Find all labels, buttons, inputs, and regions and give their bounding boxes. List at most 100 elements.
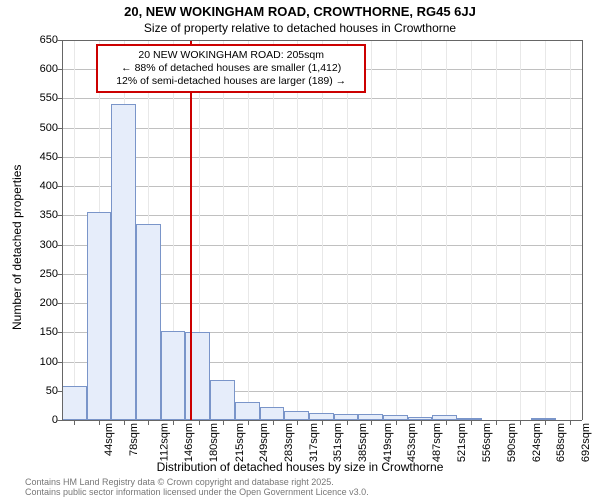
x-tick-label: 249sqm [258,423,270,462]
y-tick-label: 450 [18,151,58,163]
y-tick-mark [57,69,62,70]
x-tick-label: 351sqm [332,423,344,462]
x-gridline [347,40,348,420]
histogram-bar [161,331,186,420]
x-gridline [371,40,372,420]
x-gridline [396,40,397,420]
x-tick-mark [520,420,521,425]
y-tick-label: 300 [18,239,58,251]
x-gridline [421,40,422,420]
x-tick-mark [371,420,372,425]
y-tick-mark [57,98,62,99]
x-tick-mark [396,420,397,425]
histogram-bar [235,402,260,420]
x-tick-mark [297,420,298,425]
x-tick-label: 317sqm [308,423,320,462]
y-tick-label: 650 [18,34,58,46]
y-tick-label: 350 [18,209,58,221]
x-gridline [248,40,249,420]
y-tick-mark [57,128,62,129]
chart-container: 20, NEW WOKINGHAM ROAD, CROWTHORNE, RG45… [0,0,600,500]
y-tick-label: 150 [18,326,58,338]
x-tick-mark [322,420,323,425]
x-tick-label: 453sqm [407,423,419,462]
x-tick-mark [471,420,472,425]
footer-line-2: Contains public sector information licen… [25,487,369,497]
x-gridline [570,40,571,420]
y-tick-mark [57,157,62,158]
x-axis-top-line [62,40,582,41]
x-gridline [297,40,298,420]
x-gridline [446,40,447,420]
y-tick-mark [57,332,62,333]
x-tick-label: 385sqm [357,423,369,462]
x-tick-label: 78sqm [128,423,140,456]
y-tick-mark [57,245,62,246]
histogram-bar [185,332,210,420]
y-axis-right-line [582,40,583,420]
x-tick-label: 521sqm [456,423,468,462]
x-tick-mark [74,420,75,425]
y-tick-label: 550 [18,92,58,104]
reference-vline [190,40,192,420]
x-gridline [471,40,472,420]
chart-title-sub: Size of property relative to detached ho… [0,21,600,35]
x-tick-mark [570,420,571,425]
x-gridline [520,40,521,420]
y-tick-mark [57,303,62,304]
y-tick-mark [57,391,62,392]
histogram-bar [111,104,136,420]
y-tick-label: 500 [18,122,58,134]
y-tick-label: 200 [18,297,58,309]
x-tick-label: 419sqm [382,423,394,462]
x-tick-label: 44sqm [103,423,115,456]
x-tick-mark [148,420,149,425]
x-tick-label: 215sqm [234,423,246,462]
y-axis-line [62,40,63,420]
histogram-bar [62,386,87,420]
annotation-line-1: 20 NEW WOKINGHAM ROAD: 205sqm [104,49,358,62]
y-tick-label: 400 [18,180,58,192]
x-tick-mark [124,420,125,425]
annotation-line-2: ← 88% of detached houses are smaller (1,… [104,62,358,75]
x-tick-mark [248,420,249,425]
plot-area: 20 NEW WOKINGHAM ROAD: 205sqm← 88% of de… [62,40,582,420]
histogram-bar [260,407,285,420]
annotation-box: 20 NEW WOKINGHAM ROAD: 205sqm← 88% of de… [96,44,366,93]
y-tick-label: 50 [18,385,58,397]
x-tick-label: 146sqm [184,423,196,462]
histogram-bar [284,411,309,420]
histogram-bar [309,413,334,420]
x-tick-mark [496,420,497,425]
x-gridline [273,40,274,420]
y-tick-mark [57,274,62,275]
x-gridline [223,40,224,420]
x-tick-mark [347,420,348,425]
footer-line-1: Contains HM Land Registry data © Crown c… [25,477,334,487]
y-tick-mark [57,420,62,421]
y-tick-mark [57,186,62,187]
y-tick-label: 600 [18,63,58,75]
x-tick-label: 556sqm [481,423,493,462]
annotation-line-3: 12% of semi-detached houses are larger (… [104,75,358,88]
x-tick-mark [446,420,447,425]
x-tick-label: 487sqm [431,423,443,462]
x-tick-mark [173,420,174,425]
histogram-bar [210,380,235,420]
x-tick-label: 283sqm [283,423,295,462]
histogram-bar [136,224,161,420]
x-gridline [322,40,323,420]
footer-credits: Contains HM Land Registry data © Crown c… [25,478,369,498]
y-tick-mark [57,362,62,363]
x-tick-mark [421,420,422,425]
y-tick-label: 0 [18,414,58,426]
y-tick-label: 250 [18,268,58,280]
x-gridline [545,40,546,420]
x-tick-mark [223,420,224,425]
x-tick-label: 590sqm [506,423,518,462]
histogram-bar [87,212,112,420]
x-tick-label: 112sqm [158,423,170,461]
x-tick-label: 692sqm [580,423,592,462]
y-tick-mark [57,40,62,41]
y-tick-mark [57,215,62,216]
